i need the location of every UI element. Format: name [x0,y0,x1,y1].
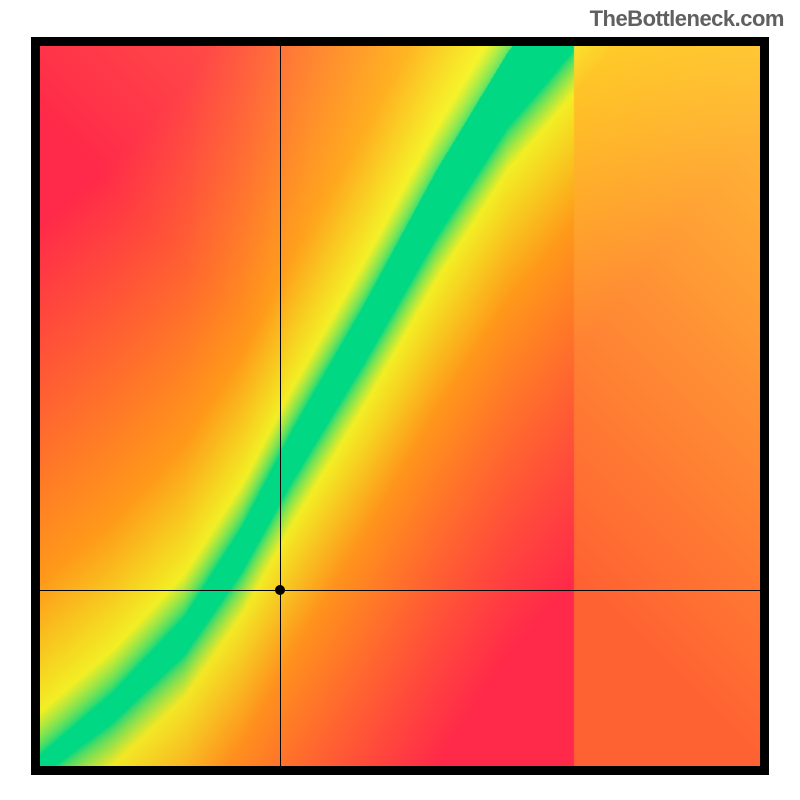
attribution-text: TheBottleneck.com [590,6,784,32]
chart-container: TheBottleneck.com [0,0,800,800]
crosshair-marker [275,585,285,595]
plot-frame [31,37,769,775]
crosshair-vertical [280,46,281,766]
plot-inner [40,46,760,766]
heatmap-canvas [40,46,760,766]
crosshair-horizontal [40,590,760,591]
